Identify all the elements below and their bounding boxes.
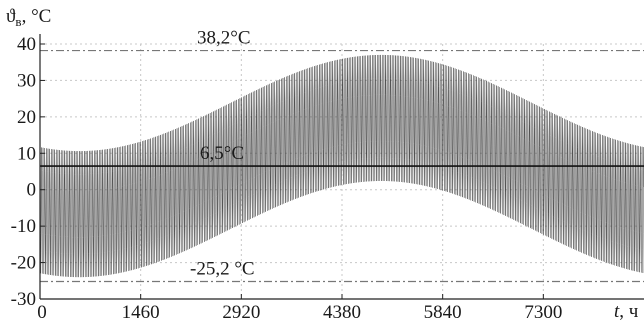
- x-tick-label: 7300: [524, 302, 562, 323]
- axes: [39, 34, 644, 300]
- x-tick-label: 2920: [222, 302, 260, 323]
- reference-label: -25,2 °C: [190, 259, 255, 280]
- reference-label: 6,5°C: [200, 143, 244, 164]
- y-tick-label: 20: [17, 107, 36, 128]
- x-tick-label: 4380: [323, 302, 361, 323]
- x-tick-labels: 0 1460 2920 4380 5840 7300: [37, 302, 562, 323]
- x-tick-label: 1460: [122, 302, 160, 323]
- x-axis-title: t, ч: [614, 301, 639, 322]
- x-tick-label: 5840: [424, 302, 462, 323]
- reference-label: 38,2°C: [197, 28, 251, 49]
- y-tick-labels: -30 -20 -10 0 10 20 30 40: [11, 34, 36, 310]
- y-tick-label: -20: [11, 253, 36, 274]
- y-tick-label: 40: [17, 34, 36, 55]
- y-axis-title: ϑв, °C: [6, 6, 51, 29]
- temperature-series-line: [39, 54, 644, 278]
- y-tick-label: 30: [17, 70, 36, 91]
- y-tick-label: -10: [11, 216, 36, 237]
- x-tick-label: 0: [37, 302, 47, 323]
- y-tick-label: -30: [11, 289, 36, 310]
- temperature-band: [39, 54, 644, 278]
- y-tick-label: 0: [27, 180, 37, 201]
- reference-lines: 38,2°C 6,5°C -25,2 °C: [40, 28, 644, 283]
- y-tick-label: 10: [17, 143, 36, 164]
